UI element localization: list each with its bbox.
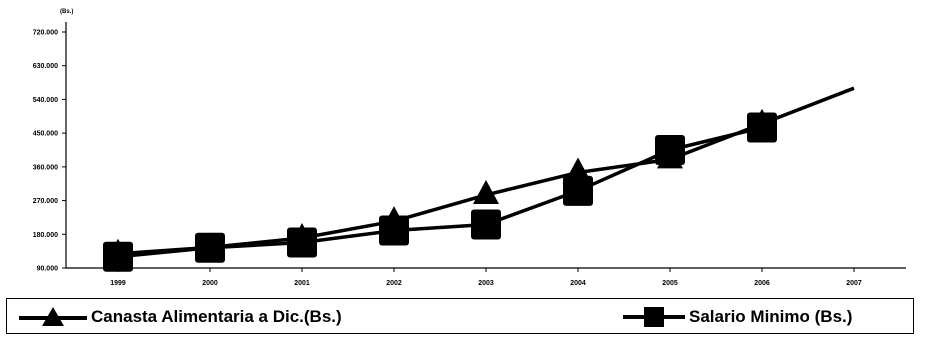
x-tick-label: 2001 [294, 280, 310, 287]
square-point [747, 112, 777, 143]
triangle-marker-icon [19, 307, 87, 326]
y-axis-ticks: 90.000 180.000 270.000 360.000 450.000 540.00… [33, 30, 66, 273]
triangle-point [473, 179, 499, 204]
x-tick-label: 2005 [662, 280, 678, 287]
square-point [471, 209, 501, 240]
series-line [117, 125, 763, 259]
square-point [563, 175, 593, 206]
x-tick-label: 1999 [110, 280, 126, 287]
square-point [287, 227, 317, 258]
legend-label-salario: Salario Minimo (Bs.) [689, 307, 853, 326]
x-axis-ticks: 1999 2000 2001 2002 2003 2004 2005 2006 2007 [110, 268, 862, 287]
square-point [103, 241, 133, 272]
line-chart: (Bs.) 90.000 180.000 270.000 360.000 450.000… [33, 9, 906, 287]
x-tick-label: 2002 [386, 280, 402, 287]
square-point [655, 135, 685, 165]
square-marker-icon [623, 307, 685, 327]
legend-item-canasta: Canasta Alimentaria a Dic.(Bs.) [17, 305, 342, 329]
y-tick-label: 180.000 [33, 232, 58, 239]
x-tick-label: 2006 [754, 280, 770, 287]
y-tick-label: 450.000 [33, 131, 58, 138]
square-point [379, 215, 409, 246]
y-tick-label: 540.000 [33, 97, 58, 104]
legend-label-canasta: Canasta Alimentaria a Dic.(Bs.) [91, 307, 342, 326]
legend: Canasta Alimentaria a Dic.(Bs.) Salario … [6, 298, 914, 334]
series-salario [103, 112, 777, 272]
y-tick-label: 270.000 [33, 198, 58, 205]
y-tick-label: 360.000 [33, 164, 58, 171]
series-layer [103, 86, 855, 272]
x-tick-label: 2003 [478, 280, 494, 287]
x-tick-label: 2004 [570, 280, 586, 287]
square-point [195, 232, 225, 263]
x-tick-label: 2007 [846, 280, 862, 287]
y-tick-label: 630.000 [33, 63, 58, 70]
y-axis-unit-label: (Bs.) [60, 9, 73, 15]
y-tick-label: 90.000 [37, 266, 59, 273]
triangle-point [565, 157, 591, 182]
x-tick-label: 2000 [202, 280, 218, 287]
legend-item-salario: Salario Minimo (Bs.) [621, 305, 852, 329]
y-tick-label: 720.000 [33, 30, 58, 37]
